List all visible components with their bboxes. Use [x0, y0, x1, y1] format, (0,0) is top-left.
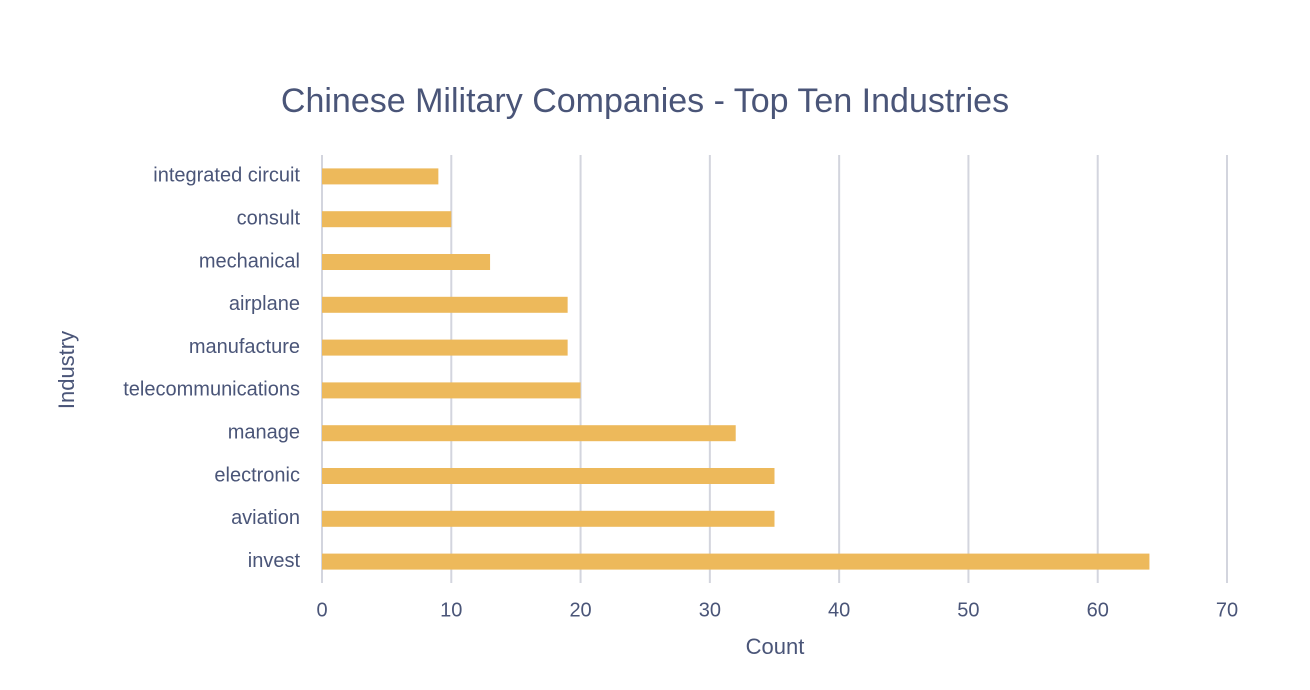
bar [322, 254, 491, 270]
y-tick-label: manage [228, 421, 300, 443]
bar [322, 382, 581, 399]
bar [322, 211, 452, 228]
x-tick-label: 60 [1087, 599, 1109, 621]
y-tick-label: manufacture [189, 336, 300, 358]
y-tick-label: integrated circuit [153, 165, 300, 187]
y-tick-label: consult [237, 207, 301, 229]
x-tick-label: 10 [440, 599, 462, 621]
chart-title: Chinese Military Companies - Top Ten Ind… [281, 82, 1009, 120]
x-tick-label: 0 [316, 599, 327, 621]
y-axis-title: Industry [54, 331, 79, 409]
y-tick-label: electronic [214, 464, 300, 486]
x-tick-label: 30 [699, 599, 721, 621]
bar [322, 425, 736, 442]
y-tick-label: aviation [231, 507, 300, 529]
y-tick-label: airplane [229, 293, 300, 315]
x-axis-title: Count [746, 634, 805, 659]
y-tick-label: mechanical [199, 250, 300, 272]
bar [322, 339, 568, 356]
y-tick-label: invest [248, 550, 301, 572]
x-tick-label: 70 [1216, 599, 1238, 621]
y-tick-label: telecommunications [123, 379, 300, 401]
x-tick-label: 40 [828, 599, 850, 621]
x-tick-label: 50 [957, 599, 979, 621]
bar [322, 553, 1150, 570]
bar [322, 168, 439, 185]
bar [322, 296, 568, 313]
bar [322, 468, 775, 484]
x-tick-label: 20 [569, 599, 591, 621]
bar [322, 510, 775, 527]
